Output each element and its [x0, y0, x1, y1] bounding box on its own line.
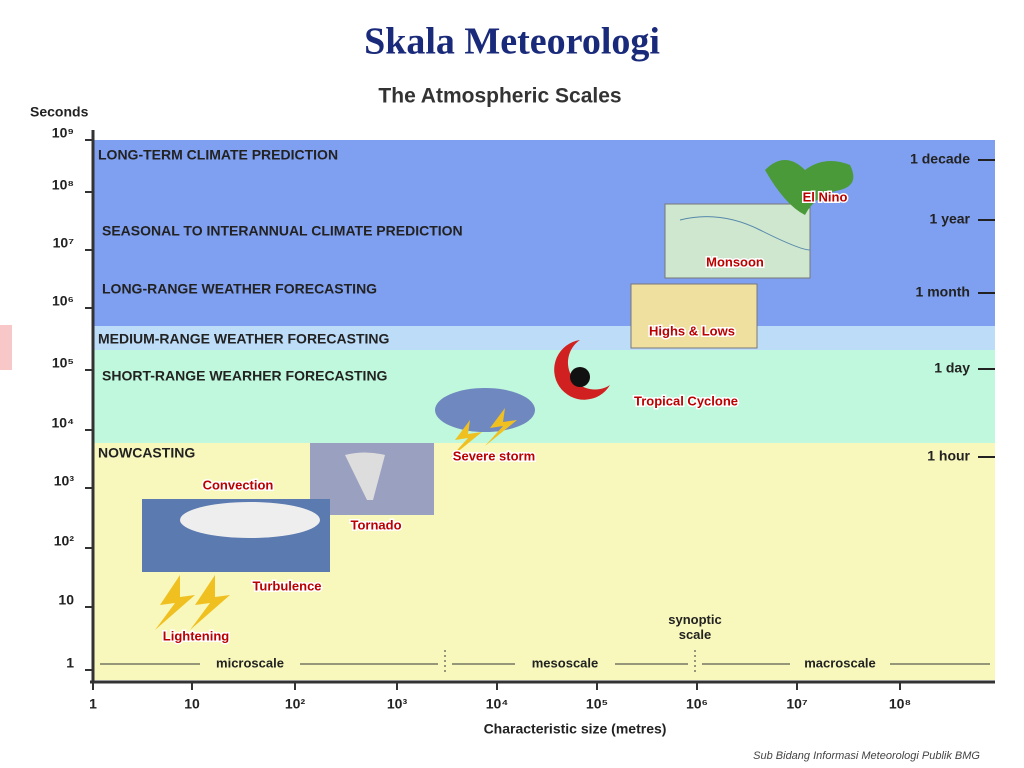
time-label: 1 hour [927, 448, 970, 464]
phenomenon-label: Tornado [350, 517, 401, 532]
scale-label: mesoscale [532, 655, 599, 670]
y-tick-label: 10⁴ [52, 415, 75, 431]
images [142, 160, 854, 630]
band [93, 350, 995, 443]
time-label: 1 decade [910, 151, 970, 167]
x-tick-label: 10⁷ [786, 696, 808, 712]
band-label: LONG-TERM CLIMATE PREDICTION [98, 147, 338, 163]
scale-label: microscale [216, 655, 284, 670]
scale-lines [100, 650, 990, 672]
band-label: LONG-RANGE WEATHER FORECASTING [102, 281, 377, 297]
x-tick-label: 10⁴ [486, 696, 509, 712]
band-label: MEDIUM-RANGE WEATHER FORECASTING [98, 331, 390, 347]
time-label: 1 month [916, 284, 970, 300]
x-tick-label: 10⁶ [686, 696, 708, 712]
footer: Sub Bidang Informasi Meteorologi Publik … [753, 750, 980, 762]
time-label: 1 day [934, 360, 970, 376]
phenomenon-label: Lightening [163, 628, 229, 643]
band-label: SEASONAL TO INTERANNUAL CLIMATE PREDICTI… [102, 223, 463, 239]
y-tick-label: 10⁵ [52, 355, 74, 371]
x-tick-label: 10⁵ [586, 696, 608, 712]
phenomenon-label: Tropical Cyclone [634, 393, 738, 408]
band-label: NOWCASTING [98, 445, 195, 461]
decor [0, 325, 12, 370]
x-tick-label: 10² [285, 696, 306, 712]
phenomenon-label: Highs & Lows [649, 323, 735, 338]
y-tick-label: 10⁶ [52, 293, 74, 309]
phenomenon-label: Convection [203, 477, 274, 492]
x-tick-label: 10⁸ [889, 696, 911, 712]
subtitle: The Atmospheric Scales [378, 85, 621, 108]
phenomenon-label: Monsoon [706, 254, 764, 269]
band [93, 326, 995, 350]
y-tick-label: 10² [54, 533, 75, 549]
x-tick-label: 1 [89, 696, 97, 712]
phenomenon-label: Severe storm [453, 448, 535, 463]
title: Skala Meteorologi [364, 21, 660, 63]
y-tick-label: 10⁷ [53, 235, 75, 251]
y-tick-label: 10⁹ [52, 125, 74, 141]
phenomenon-label: El Nino [803, 189, 848, 204]
x-axis-label: Characteristic size (metres) [484, 721, 667, 737]
x-tick-label: 10³ [387, 696, 408, 712]
y-axis-label: Seconds [30, 104, 89, 120]
scale-label: macroscale [804, 655, 876, 670]
band-label: SHORT-RANGE WEARHER FORECASTING [102, 368, 388, 384]
phenomenon-label: Turbulence [252, 578, 321, 593]
y-tick-label: 10 [58, 592, 74, 608]
y-tick-label: 1 [66, 655, 74, 671]
y-tick-label: 10³ [54, 473, 75, 489]
synoptic-label: synoptic scale [668, 612, 721, 642]
x-tick-label: 10 [184, 696, 200, 712]
time-label: 1 year [930, 211, 971, 227]
y-tick-label: 10⁸ [52, 177, 74, 193]
